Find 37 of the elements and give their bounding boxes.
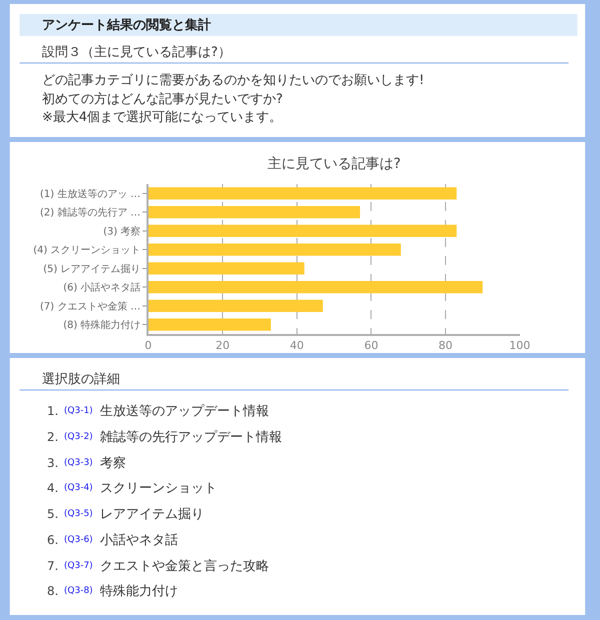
y-tick-label: (1) 生放送等のアッ … <box>40 188 141 200</box>
text: 6. (Q3-6) 小話やネタ話 <box>47 533 178 548</box>
text: どの記事カテゴリに需要があるのかを知りたいのでお願いします! <box>42 73 424 88</box>
text: 選択肢の詳細 <box>42 372 120 387</box>
bar <box>148 318 271 331</box>
text: 4. (Q3-4) スクリーンショット <box>47 481 217 496</box>
text: 8. (Q3-8) 特殊能力付け <box>47 584 178 599</box>
text: 7. (Q3-7) クエストや金策と言った攻略 <box>47 558 269 574</box>
y-tick-label: (8) 特殊能力付け <box>63 319 141 332</box>
y-tick-label: (4) スクリーンショット <box>33 245 141 256</box>
text: ※最大4個まで選択可能になっています。 <box>42 110 282 125</box>
text: アンケート結果の閲覧と集計 <box>42 17 211 33</box>
x-tick-label: 40 <box>290 338 304 352</box>
text: 3. (Q3-3) 考察 <box>47 455 126 471</box>
y-tick-label: (6) 小話やネタ話 <box>63 282 141 294</box>
y-tick-label: (5) レアアイテム掘り <box>43 262 141 275</box>
bar <box>148 224 457 237</box>
bar <box>148 187 457 200</box>
text: 5. (Q3-5) レアアイテム掘り <box>47 507 204 522</box>
text: 初めての方はどんな記事が見たいですか? <box>42 91 283 107</box>
y-tick-label: (3) 考察 <box>103 225 141 238</box>
x-tick-label: 100 <box>509 338 530 352</box>
bar <box>148 244 401 256</box>
y-tick-label: (7) クエストや金策 … <box>40 300 141 312</box>
y-tick-label: (2) 雑誌等の先行ア … <box>40 206 141 219</box>
x-tick-label: 80 <box>438 338 452 352</box>
chart-title: 主に見ている記事は? <box>267 156 401 172</box>
bar <box>148 300 323 312</box>
text: 設問３（主に見ている記事は?） <box>42 44 231 60</box>
bar <box>148 262 304 274</box>
x-tick-label: 20 <box>216 338 230 352</box>
text: 1. (Q3-1) 生放送等のアップデート情報 <box>47 404 269 419</box>
x-tick-label: 60 <box>364 338 378 352</box>
text: 2. (Q3-2) 雑誌等の先行アップデート情報 <box>47 430 282 445</box>
bar <box>148 281 483 294</box>
bar <box>148 206 360 218</box>
x-tick-label: 0 <box>144 338 152 352</box>
